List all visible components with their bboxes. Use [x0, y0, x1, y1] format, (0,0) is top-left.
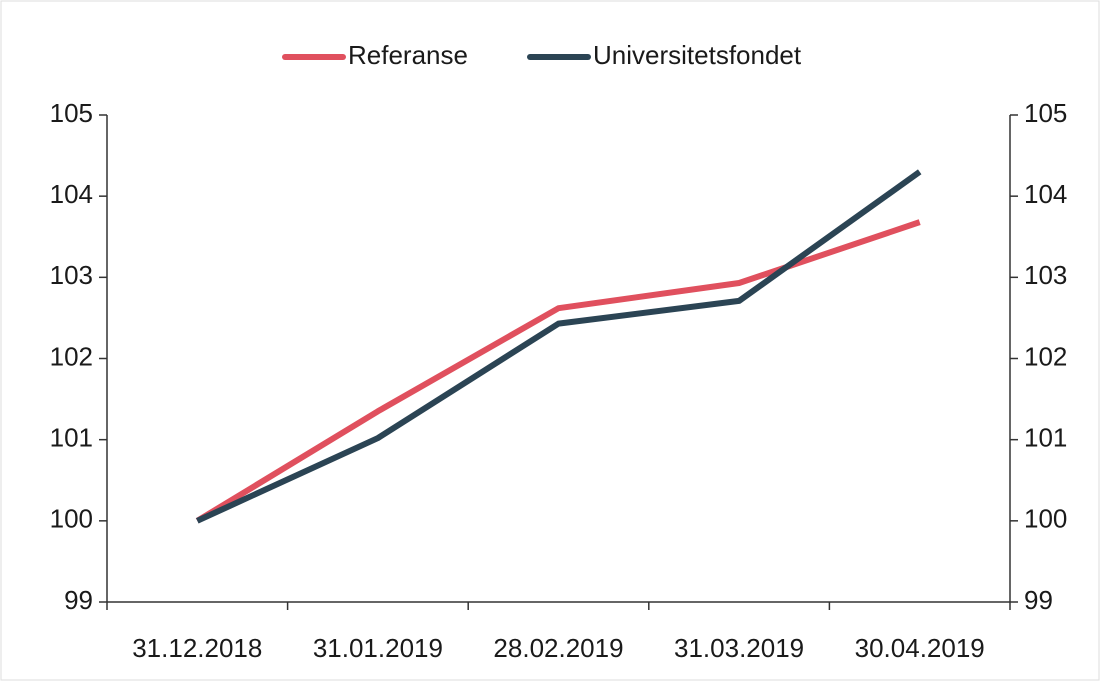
x-tick-label: 31.12.2018	[132, 633, 262, 663]
series-line	[195, 219, 921, 524]
y2-tick-label: 104	[1024, 179, 1067, 209]
y-tick-label: 102	[50, 341, 93, 371]
x-tick-label: 30.04.2019	[855, 633, 985, 663]
y-tick-label: 105	[50, 98, 93, 128]
y-tick-label: 99	[64, 585, 93, 615]
y-tick-label: 101	[50, 423, 93, 453]
legend-label: Universitetsfondet	[593, 40, 802, 70]
legend-label: Referanse	[348, 40, 468, 70]
x-tick-label: 31.01.2019	[313, 633, 443, 663]
series-line	[196, 169, 922, 524]
x-tick-label: 31.03.2019	[674, 633, 804, 663]
y2-tick-label: 102	[1024, 341, 1067, 371]
y2-tick-label: 105	[1024, 98, 1067, 128]
x-tick-label: 28.02.2019	[493, 633, 623, 663]
y2-tick-label: 103	[1024, 260, 1067, 290]
y2-tick-label: 99	[1024, 585, 1053, 615]
y-tick-label: 104	[50, 179, 93, 209]
y-tick-label: 100	[50, 504, 93, 534]
y-tick-label: 103	[50, 260, 93, 290]
y2-tick-label: 100	[1024, 504, 1067, 534]
y2-tick-label: 101	[1024, 423, 1067, 453]
